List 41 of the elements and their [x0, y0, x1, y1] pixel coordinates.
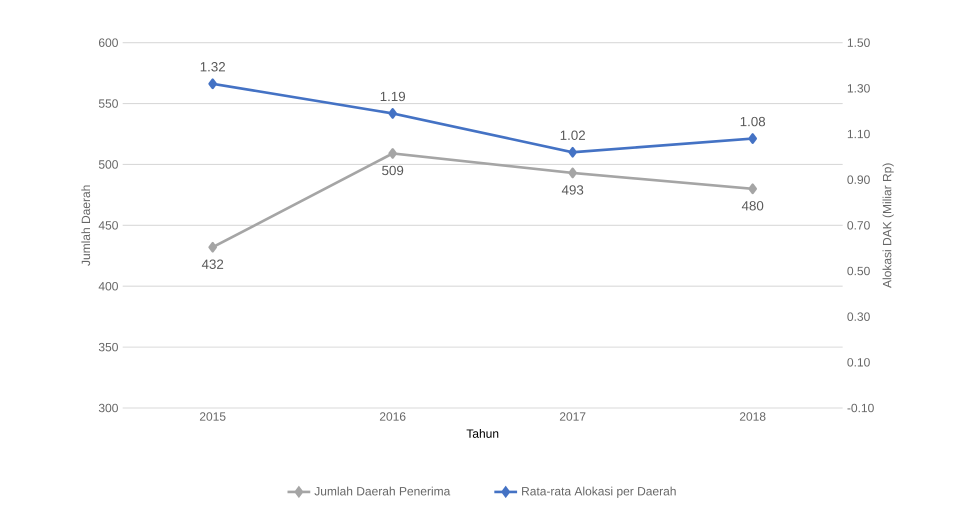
data-label: 509 — [382, 166, 404, 176]
x-tick-label: 2017 — [560, 412, 586, 421]
point — [208, 242, 218, 253]
y2-tick-label: 0.10 — [847, 358, 870, 367]
x-tick-label: 2015 — [200, 412, 226, 421]
y2-tick-label: 1.50 — [848, 38, 870, 47]
point — [568, 146, 577, 158]
y2-tick-label: 0.50 — [847, 266, 870, 276]
point — [388, 148, 398, 159]
y-tick-label: 600 — [98, 38, 118, 47]
y-axis-title: Jumlah Daerah — [81, 185, 90, 266]
y-tick-label: 550 — [98, 99, 118, 108]
data-label: 480 — [742, 201, 764, 210]
point — [748, 183, 757, 194]
data-label: 1.08 — [740, 116, 766, 126]
y-tick-label: 500 — [98, 160, 118, 169]
y2-axis-title: Alokasi DAK (Miliar Rp) — [882, 163, 894, 288]
data-label: 1.19 — [380, 92, 406, 102]
y-tick-label: 450 — [98, 221, 118, 230]
legend-label: Rata-rata Alokasi per Daerah — [522, 486, 676, 498]
point — [388, 108, 398, 119]
point — [748, 133, 757, 144]
x-axis-title: Tahun — [466, 429, 498, 438]
x-tick-label: 2016 — [380, 412, 406, 421]
y-tick-label: 350 — [98, 342, 118, 352]
y-tick-label: 300 — [98, 404, 118, 412]
y2-tick-label: -0.10 — [847, 404, 874, 412]
data-label: 1.32 — [200, 62, 225, 72]
point — [568, 168, 577, 178]
y2-tick-label: 0.90 — [847, 175, 870, 184]
legend-label: Jumlah Daerah Penerima — [314, 486, 450, 496]
y2-tick-label: 0.30 — [847, 312, 870, 321]
y2-tick-label: 0.70 — [847, 221, 870, 230]
x-tick-label: 2018 — [740, 412, 766, 421]
y2-tick-label: 1.30 — [848, 84, 870, 93]
y2-tick-label: 1.10 — [848, 130, 870, 138]
data-label: 432 — [202, 260, 224, 269]
data-label: 1.02 — [560, 130, 585, 140]
data-label: 493 — [562, 185, 584, 195]
point — [208, 78, 218, 90]
y-tick-label: 400 — [98, 282, 118, 290]
